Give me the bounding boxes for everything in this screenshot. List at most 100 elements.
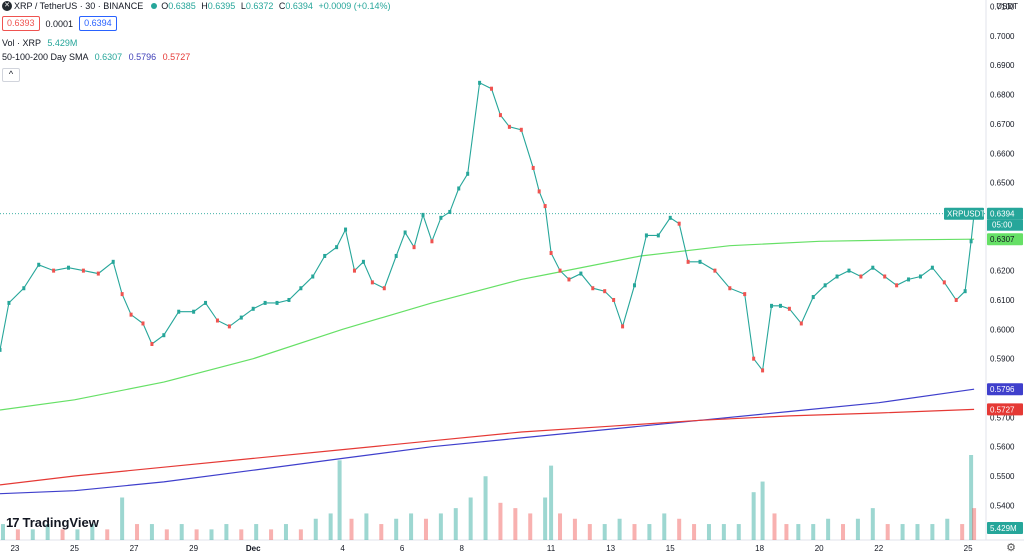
y-tick-label: 0.5500 (990, 472, 1015, 481)
volume-bar (483, 476, 488, 540)
price-point (519, 127, 523, 132)
volume-bar (796, 524, 801, 540)
price-point (543, 204, 547, 209)
open-label: O (161, 1, 169, 11)
xrp-logo-icon: ✕ (2, 1, 12, 11)
price-point (728, 286, 732, 291)
change-value: +0.0009 (+0.14%) (318, 1, 391, 11)
price-point (394, 253, 398, 258)
volume-bar (209, 529, 214, 540)
volume-bar (930, 524, 935, 540)
price-point (490, 86, 494, 91)
price-point (632, 283, 636, 288)
sma100-tag-bg (987, 383, 1023, 396)
volume-bar (587, 524, 592, 540)
gear-icon[interactable]: ⚙ (1006, 542, 1016, 554)
price-point (204, 300, 208, 305)
price-point (37, 262, 41, 267)
countdown-label: 05:00 (992, 221, 1013, 230)
countdown-bg (987, 219, 1023, 231)
volume-tag-bg (987, 522, 1023, 534)
price-point (531, 165, 535, 170)
price-point (263, 300, 267, 305)
volume-bar (841, 524, 846, 540)
sma50-tag-bg (987, 233, 1023, 246)
volume-bar (558, 513, 563, 540)
price-line (0, 81, 975, 372)
price-point (421, 212, 425, 217)
volume-bar (298, 529, 303, 540)
y-tick-label: 0.7000 (990, 32, 1015, 41)
price-point (778, 303, 782, 308)
x-tick-label: 11 (547, 544, 556, 553)
high-value: 0.6395 (207, 1, 236, 11)
close-value: 0.6394 (285, 1, 313, 11)
volume-legend[interactable]: Vol · XRP 5.429M (0, 38, 77, 48)
price-point (275, 300, 279, 305)
price-point (192, 309, 196, 314)
price-point (0, 347, 2, 352)
volume-bar (498, 502, 503, 540)
price-point (591, 286, 595, 291)
y-tick-label: 0.5700 (990, 413, 1015, 422)
x-tick-label: 25 (70, 544, 79, 553)
sma-100-line (0, 388, 975, 495)
volume-bar (513, 508, 518, 540)
price-point (239, 315, 243, 320)
price-point (323, 253, 327, 258)
price-point (22, 286, 26, 291)
price-point (621, 324, 625, 329)
volume-bar (647, 524, 652, 540)
volume-bar (945, 518, 950, 540)
x-tick-label: 8 (459, 544, 464, 553)
volume-bar (269, 529, 274, 540)
price-point (403, 230, 407, 235)
price-point (150, 341, 154, 346)
tradingview-mark-icon: 17 (6, 515, 20, 530)
price-point (811, 295, 815, 300)
volume-bar (572, 518, 577, 540)
price-point (162, 333, 166, 338)
x-tick-label: 25 (964, 544, 973, 553)
sma200-value: 0.5727 (162, 52, 191, 62)
collapse-legend-button[interactable]: ^ (2, 68, 20, 82)
volume-bar (692, 524, 697, 540)
volume-bar (632, 524, 637, 540)
volume-bar (149, 524, 154, 540)
price-point (835, 274, 839, 279)
price-point (141, 321, 145, 326)
currency-selector[interactable]: USDT (996, 2, 1018, 11)
price-point (677, 221, 681, 226)
price-point (567, 277, 571, 282)
volume-bar (30, 529, 35, 540)
ohlc-values: O0.6385 H0.6395 L0.6372 C0.6394 +0.0009 … (161, 0, 393, 12)
volume-bar (60, 529, 65, 540)
tradingview-logo[interactable]: 17 TradingView (6, 515, 99, 530)
symbol-title[interactable]: XRP / TetherUS · 30 · BINANCE (14, 1, 144, 11)
y-tick-label: 0.6000 (990, 325, 1015, 334)
volume-bar (194, 529, 199, 540)
volume-bar (254, 524, 259, 540)
sma200-tag: 0.5727 (990, 405, 1015, 414)
x-tick-label: 27 (130, 544, 139, 553)
sma-legend[interactable]: 50-100-200 Day SMA 0.6307 0.5796 0.5727 (0, 52, 190, 62)
volume-bar (394, 518, 399, 540)
price-point (361, 259, 365, 264)
price-point (352, 268, 356, 273)
buy-price-button[interactable]: 0.6394 (79, 16, 117, 31)
volume-bar (751, 492, 756, 540)
symbol-tag: XRPUSDT (947, 210, 985, 219)
x-tick-label: 6 (400, 544, 405, 553)
y-tick-label: 0.5600 (990, 443, 1015, 452)
y-tick-label: 0.6100 (990, 296, 1015, 305)
price-point (439, 215, 443, 220)
price-point (656, 233, 660, 238)
price-point (930, 265, 934, 270)
price-point (969, 239, 973, 244)
price-point (954, 297, 958, 302)
sell-price-button[interactable]: 0.6393 (2, 16, 40, 31)
volume-bar (0, 524, 5, 540)
price-point (498, 113, 502, 118)
price-point (603, 289, 607, 294)
